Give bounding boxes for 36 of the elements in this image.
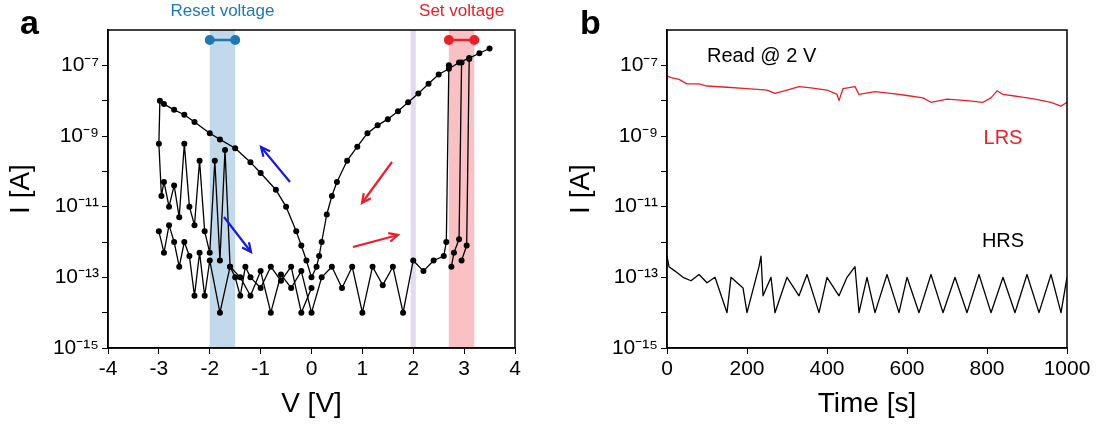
- x-axis-title: V [V]: [281, 386, 342, 418]
- x-tick-label: 4: [509, 356, 522, 380]
- x-tick-label: -1: [251, 356, 270, 380]
- y-tick-label: 10⁻¹³: [54, 264, 99, 288]
- y-tick-label: 10⁻⁷: [61, 52, 99, 76]
- x-tick-label: 2: [407, 356, 420, 380]
- y-tick-label: 10⁻¹¹: [54, 193, 99, 217]
- x-tick-label: -3: [149, 356, 169, 380]
- x-tick-label: -2: [200, 356, 220, 380]
- x-axis-title: Time [s]: [817, 386, 917, 418]
- text: a: [20, 3, 40, 41]
- y-tick-label: 10⁻¹³: [613, 264, 658, 288]
- x-tick-label: 3: [458, 356, 470, 380]
- y-axis-title: I [A]: [3, 164, 35, 214]
- x-tick-label: 1000: [1043, 356, 1091, 380]
- x-tick-label: 1: [356, 356, 369, 380]
- x-tick-label: -4: [98, 356, 118, 380]
- x-tick-label: 0: [305, 356, 318, 380]
- annotation: Read @ 2 V: [707, 44, 817, 66]
- text: b: [580, 3, 601, 41]
- y-tick-label: 10⁻¹⁵: [52, 334, 99, 358]
- y-axis-title: I [A]: [563, 164, 595, 214]
- y-tick-label: 10⁻¹⁵: [611, 334, 658, 358]
- x-tick-label: 400: [809, 356, 845, 380]
- y-tick-label: 10⁻¹¹: [613, 193, 658, 217]
- y-tick-label: 10⁻⁹: [618, 122, 658, 146]
- band-label: Reset voltage: [170, 1, 275, 20]
- x-tick-label: 200: [729, 356, 765, 380]
- y-tick-label: 10⁻⁹: [59, 122, 99, 146]
- x-tick-label: 0: [661, 356, 673, 380]
- x-tick-label: 800: [969, 356, 1005, 380]
- band-label: Set voltage: [419, 1, 505, 20]
- y-tick-label: 10⁻⁷: [620, 52, 658, 76]
- x-tick-label: 600: [889, 356, 925, 380]
- series-label: LRS: [983, 126, 1023, 149]
- series-label: HRS: [981, 229, 1025, 252]
